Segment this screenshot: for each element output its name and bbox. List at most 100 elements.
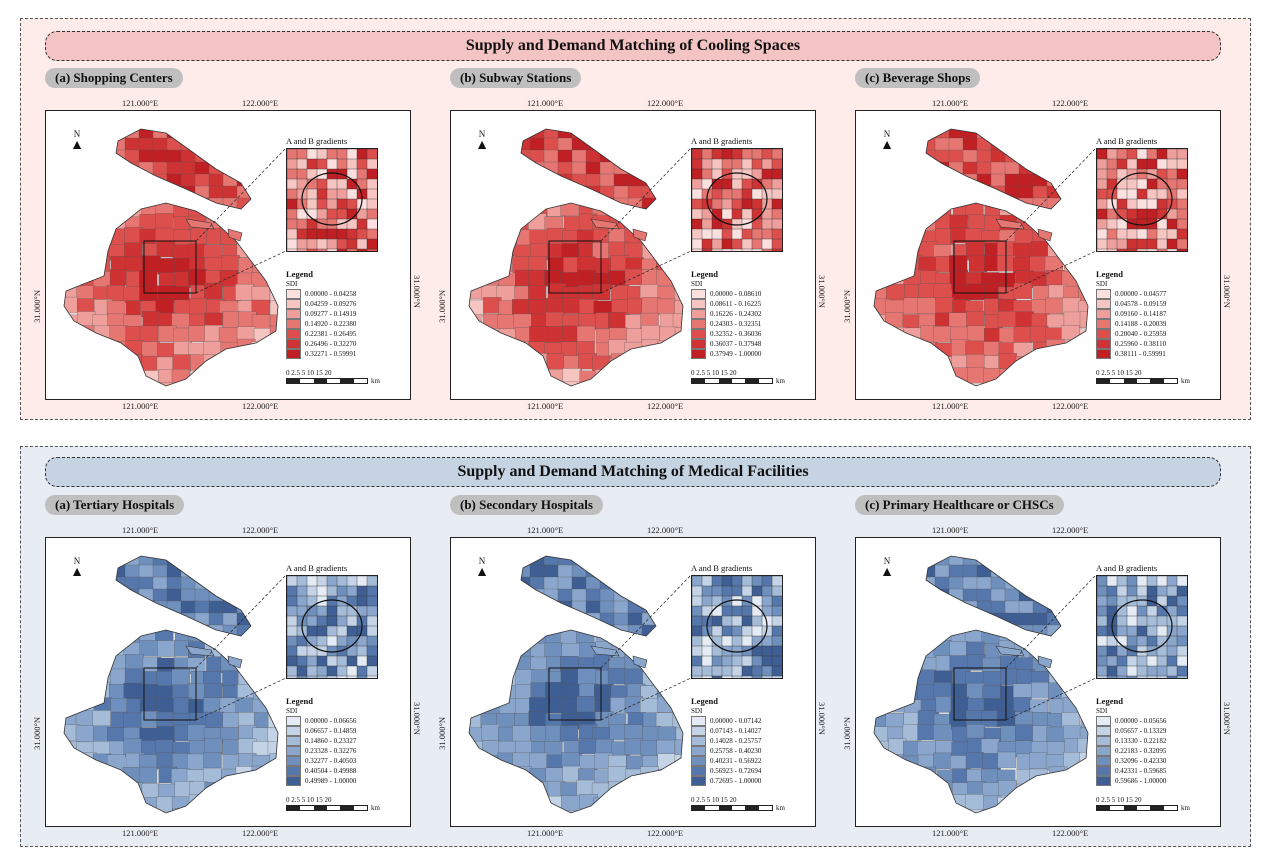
shanghai-map	[63, 128, 287, 387]
legend-item: 0.14920 - 0.22380	[286, 319, 356, 329]
legend-range: 0.24303 - 0.32351	[710, 320, 762, 328]
legend-item: 0.25960 - 0.38110	[1096, 339, 1166, 349]
legend-swatch	[286, 289, 301, 299]
legend-range: 0.56923 - 0.72694	[710, 767, 762, 775]
legend-swatch	[286, 299, 301, 309]
legend-item: 0.14188 - 0.20039	[1096, 319, 1166, 329]
panel-label: (b) Subway Stations	[450, 68, 582, 88]
scale-ticks: 0 2.5 5 10 15 20	[1096, 369, 1190, 377]
lon-label-bottom-left: 121.000°E	[932, 401, 969, 411]
map-frame: N ▲ A and B gradients Legend SDI 0.00000 - 0.…	[855, 110, 1221, 400]
legend-swatch	[286, 309, 301, 319]
legend-range: 0.32352 - 0.36036	[710, 330, 762, 338]
lon-label-bottom-right: 122.000°E	[647, 828, 684, 838]
lon-label-bottom-right: 122.000°E	[1052, 401, 1089, 411]
north-arrow-glyph: ▲	[880, 138, 894, 153]
scale-row: km	[286, 377, 380, 385]
legend-subtitle: SDI	[1096, 280, 1108, 288]
legend-item: 0.25758 - 0.40230	[691, 746, 761, 756]
inset-zoom-map	[1096, 575, 1188, 679]
lon-label-top-left: 121.000°E	[932, 98, 969, 108]
map-legend: Legend SDI 0.00000 - 0.07142 0.07143 - 0.14…	[691, 696, 761, 786]
north-arrow-glyph: ▲	[70, 138, 84, 153]
lat-label-right: 31.000°N	[412, 275, 422, 308]
legend-range: 0.00000 - 0.07142	[710, 717, 762, 725]
lat-label-left: 31.000°N	[32, 717, 42, 750]
legend-range: 0.09277 - 0.14919	[305, 310, 357, 318]
lat-label-left: 31.000°N	[842, 290, 852, 323]
legend-swatch	[691, 329, 706, 339]
north-arrow-icon: N ▲	[475, 556, 489, 580]
scale-bar-graphic	[691, 805, 773, 811]
scale-bar: 0 2.5 5 10 15 20 km	[1096, 796, 1190, 812]
legend-item: 0.05657 - 0.13329	[1096, 726, 1166, 736]
panel-label: (c) Beverage Shops	[855, 68, 981, 88]
inset-title: A and B gradients	[286, 563, 348, 573]
lon-label-top-left: 121.000°E	[122, 98, 159, 108]
legend-range: 0.16226 - 0.24302	[710, 310, 762, 318]
legend-item: 0.14028 - 0.25757	[691, 736, 761, 746]
inset-cells	[692, 149, 782, 251]
legend-item: 0.22381 - 0.26495	[286, 329, 356, 339]
legend-range: 0.08611 - 0.16225	[710, 300, 762, 308]
legend-item: 0.72695 - 1.00000	[691, 776, 761, 786]
scale-bar: 0 2.5 5 10 15 20 km	[1096, 369, 1190, 385]
legend-range: 0.40231 - 0.56922	[710, 757, 762, 765]
lat-label-right: 31.000°N	[817, 275, 827, 308]
lon-label-bottom-left: 121.000°E	[122, 401, 159, 411]
legend-item: 0.32271 - 0.59991	[286, 349, 356, 359]
lon-label-top-left: 121.000°E	[932, 525, 969, 535]
legend-subtitle: SDI	[286, 280, 298, 288]
lon-label-top-right: 122.000°E	[1052, 525, 1089, 535]
legend-title: Legend	[286, 269, 313, 279]
north-label: N	[73, 129, 81, 139]
scale-row: km	[286, 804, 380, 812]
scale-ticks: 0 2.5 5 10 15 20	[286, 796, 380, 804]
legend-range: 0.42331 - 0.59685	[1115, 767, 1167, 775]
north-arrow-icon: N ▲	[880, 129, 894, 153]
lon-label-bottom-right: 122.000°E	[1052, 828, 1089, 838]
scale-row: km	[691, 804, 785, 812]
shanghai-map	[468, 128, 692, 387]
panel-label: (b) Secondary Hospitals	[450, 495, 603, 515]
legend-range: 0.38111 - 0.59991	[1115, 350, 1166, 358]
map-frame: N ▲ A and B gradients Legend SDI 0.00000 - 0.…	[855, 537, 1221, 827]
legend-range: 0.14028 - 0.25757	[710, 737, 762, 745]
north-label: N	[478, 556, 486, 566]
legend-swatch	[1096, 309, 1111, 319]
lat-label-left: 31.000°N	[32, 290, 42, 323]
legend-item: 0.00000 - 0.08610	[691, 289, 761, 299]
lon-label-bottom-left: 121.000°E	[527, 828, 564, 838]
lon-label-top-right: 122.000°E	[242, 525, 279, 535]
lat-label-left: 31.000°N	[842, 717, 852, 750]
lat-label-left: 31.000°N	[437, 717, 447, 750]
legend-swatch	[691, 756, 706, 766]
scale-bar: 0 2.5 5 10 15 20 km	[691, 796, 785, 812]
scale-ticks: 0 2.5 5 10 15 20	[286, 369, 380, 377]
legend-swatch	[1096, 289, 1111, 299]
legend-swatch	[691, 736, 706, 746]
legend-title: Legend	[286, 696, 313, 706]
lon-label-bottom-left: 121.000°E	[122, 828, 159, 838]
legend-range: 0.00000 - 0.04258	[305, 290, 357, 298]
legend-range: 0.23328 - 0.32276	[305, 747, 357, 755]
legend-item: 0.37949 - 1.00000	[691, 349, 761, 359]
legend-range: 0.22183 - 0.32095	[1115, 747, 1167, 755]
legend-item: 0.36037 - 0.37948	[691, 339, 761, 349]
legend-item: 0.04578 - 0.09159	[1096, 299, 1166, 309]
legend-item: 0.14860 - 0.23327	[286, 736, 356, 746]
lat-label-right: 31.000°N	[1222, 702, 1232, 735]
legend-range: 0.36037 - 0.37948	[710, 340, 762, 348]
panel-label: (c) Primary Healthcare or CHSCs	[855, 495, 1064, 515]
legend-item: 0.00000 - 0.06656	[286, 716, 356, 726]
north-arrow-glyph: ▲	[70, 565, 84, 580]
legend-swatch	[286, 339, 301, 349]
map-legend: Legend SDI 0.00000 - 0.08610 0.08611 - 0.16…	[691, 269, 761, 359]
inset-title: A and B gradients	[691, 136, 753, 146]
legend-swatch	[691, 339, 706, 349]
scale-unit: km	[776, 377, 785, 385]
north-arrow-icon: N ▲	[70, 129, 84, 153]
legend-swatch	[286, 776, 301, 786]
scale-bar-graphic	[691, 378, 773, 384]
legend-swatch	[286, 726, 301, 736]
